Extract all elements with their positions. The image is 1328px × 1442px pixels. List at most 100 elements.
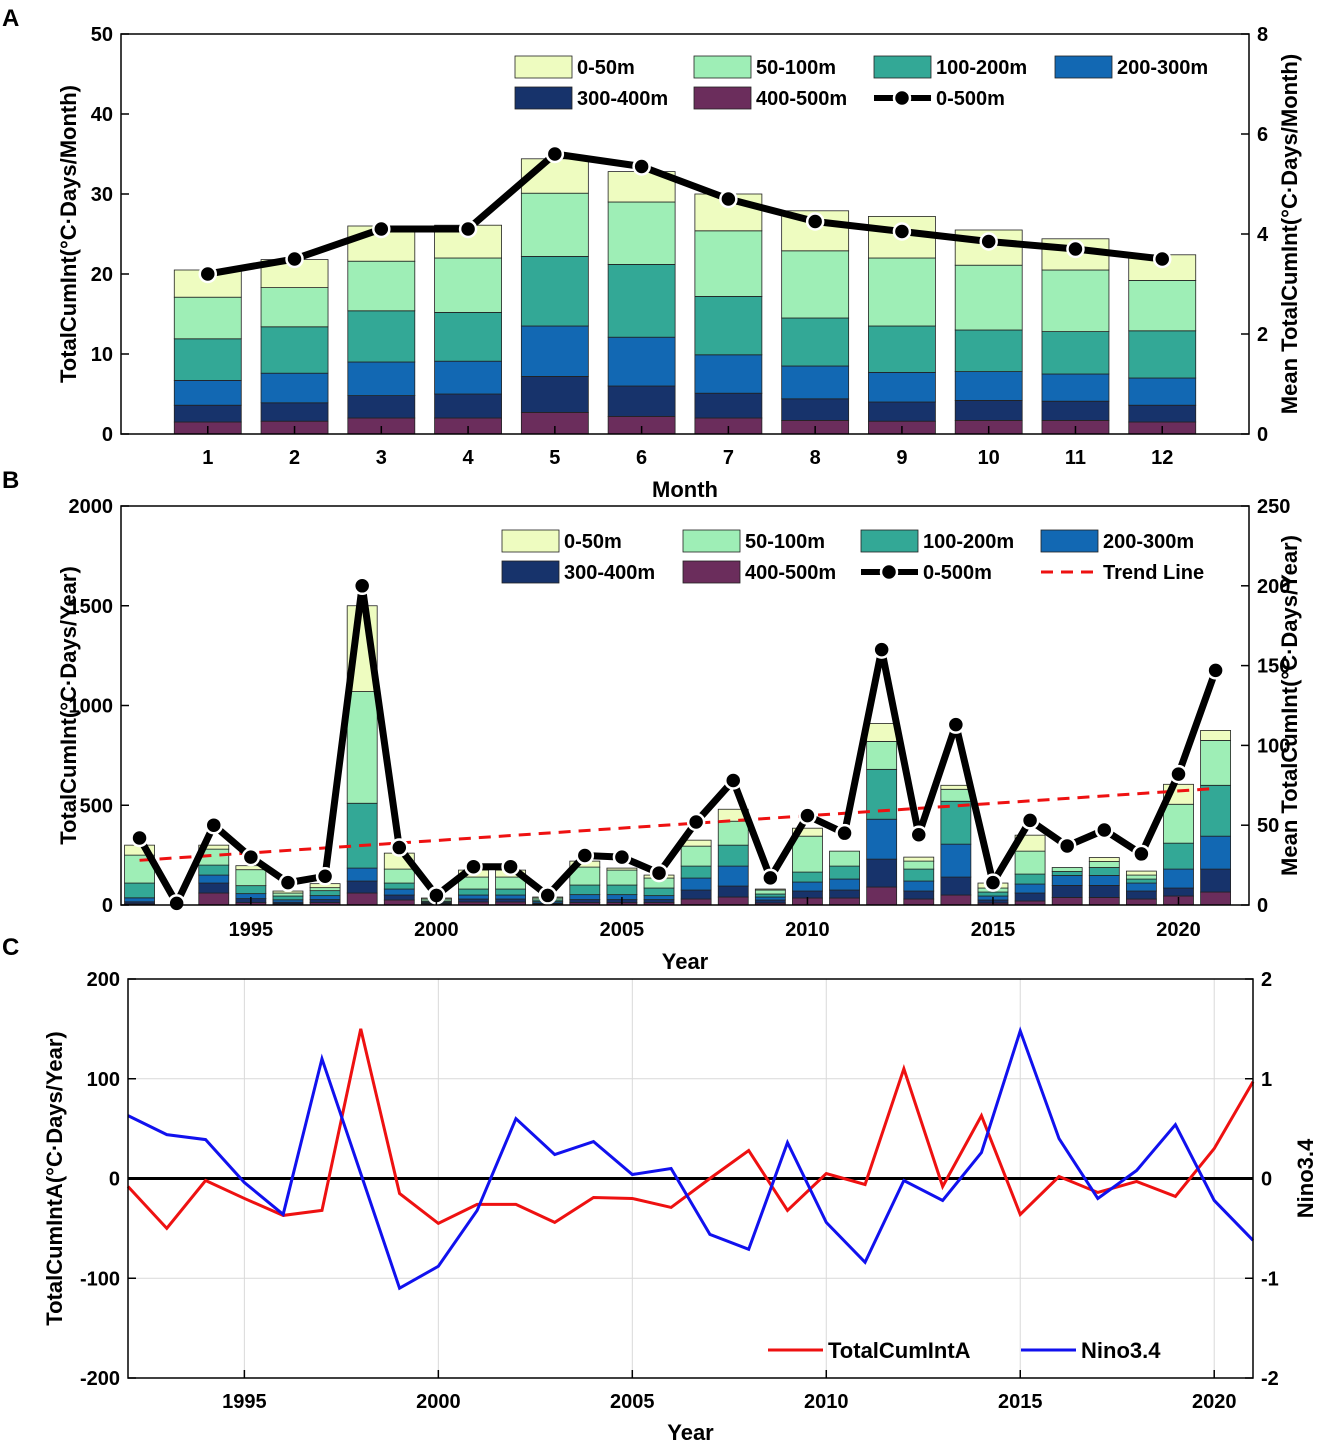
bar-200-300m-2012 bbox=[866, 818, 898, 860]
bar-50-100m-2016 bbox=[1014, 850, 1046, 875]
bar-300-400m-2019 bbox=[1125, 890, 1157, 900]
bar-100-200m-3 bbox=[347, 310, 416, 363]
bar-0-50m-2018 bbox=[1088, 857, 1120, 862]
legend-swatch bbox=[682, 529, 741, 553]
bar-50-100m-4 bbox=[434, 257, 502, 313]
bar-50-100m-1999 bbox=[383, 868, 415, 884]
tick-label-x: 9 bbox=[896, 447, 907, 469]
bar-200-300m-2007 bbox=[680, 877, 712, 891]
x-axis-title: Year bbox=[662, 949, 709, 974]
bar-50-100m-1997 bbox=[309, 887, 341, 892]
bar-300-400m-2011 bbox=[829, 889, 860, 899]
point-0-500m-1999 bbox=[390, 838, 409, 857]
y-axis-title-left: TotalCumIntA(°C·Days/Year) bbox=[42, 1031, 67, 1325]
line-0-500m bbox=[207, 150, 1163, 278]
point-0-500m-1994 bbox=[204, 815, 224, 835]
tick-label-x: 1995 bbox=[222, 1391, 267, 1413]
point-0-500m-2006 bbox=[649, 863, 669, 883]
bar-300-400m-2007 bbox=[680, 889, 712, 900]
tick-label-left: -100 bbox=[80, 1268, 120, 1290]
legend-item-300-400m: 300-400m bbox=[514, 86, 668, 110]
tick-label-x: 8 bbox=[810, 447, 821, 469]
legend-label: Nino3.4 bbox=[1081, 1338, 1161, 1363]
legend-label: 400-500m bbox=[745, 562, 836, 584]
bar-100-200m-7 bbox=[694, 295, 763, 356]
y-axis-title-right: Nino3.4 bbox=[1293, 1138, 1318, 1218]
tick-label-left: 30 bbox=[91, 184, 113, 206]
bar-300-400m-2012 bbox=[866, 858, 898, 888]
bar-50-100m-8 bbox=[781, 250, 850, 319]
bar-100-200m-2002 bbox=[495, 888, 527, 896]
bar-300-400m-7 bbox=[694, 392, 763, 419]
bar-50-100m-2018 bbox=[1088, 861, 1120, 868]
tick-label-right: 4 bbox=[1257, 224, 1269, 246]
tick-label-x: 4 bbox=[463, 447, 475, 469]
legend-swatch bbox=[1040, 529, 1099, 553]
tick-label-left: 0 bbox=[109, 1169, 120, 1191]
bar-300-400m-6 bbox=[607, 385, 676, 417]
legend-item-200-300m: 200-300m bbox=[1054, 55, 1208, 79]
point-0-500m-2002 bbox=[501, 857, 520, 876]
legend-item-nino3-4: Nino3.4 bbox=[1021, 1338, 1161, 1363]
bar-200-300m-2013 bbox=[903, 880, 935, 892]
bar-200-300m-11 bbox=[1041, 373, 1110, 402]
bar-300-400m-8 bbox=[781, 398, 850, 421]
panel-letter-c: C bbox=[2, 934, 19, 961]
legend-label: 100-200m bbox=[923, 531, 1014, 553]
bar-300-400m-1998 bbox=[346, 880, 378, 894]
legend-item-400-500m: 400-500m bbox=[693, 86, 847, 110]
legend-item-100-200m: 100-200m bbox=[860, 529, 1014, 553]
point-0-500m-2012 bbox=[872, 640, 891, 659]
bar-50-100m-12 bbox=[1128, 279, 1197, 332]
y-axis-title-left: TotalCumInt(°C·Days/Year) bbox=[56, 566, 81, 845]
bar-50-100m-11 bbox=[1041, 269, 1110, 332]
tick-label-left: 50 bbox=[91, 24, 113, 46]
bar-200-300m-2021 bbox=[1200, 835, 1232, 870]
bar-200-300m-2002 bbox=[495, 894, 527, 900]
point-0-500m-1995 bbox=[241, 847, 261, 867]
tick-label-right: 1 bbox=[1261, 1069, 1272, 1091]
legend-swatch bbox=[514, 55, 573, 79]
bar-300-400m-2002 bbox=[495, 898, 527, 903]
point-0-500m-6 bbox=[632, 157, 651, 176]
bar-300-400m-2017 bbox=[1051, 885, 1083, 898]
bar-200-300m-2020 bbox=[1163, 868, 1194, 889]
bar-100-200m-2010 bbox=[792, 871, 823, 883]
bar-50-100m-1996 bbox=[272, 892, 304, 897]
bar-50-100m-6 bbox=[607, 201, 676, 265]
point-0-500m-1998 bbox=[352, 576, 372, 596]
legend: 0-50m 50-100m 100-200m 200-300m 300-400m 400-… bbox=[501, 529, 1204, 584]
bar-300-400m-1994 bbox=[198, 882, 230, 894]
bar-400-500m-1998 bbox=[346, 892, 378, 906]
point-0-500m-1997 bbox=[315, 867, 335, 886]
point-0-500m-2021 bbox=[1206, 661, 1225, 680]
bar-100-200m-2004 bbox=[569, 884, 601, 896]
bar-0-50m-6 bbox=[607, 171, 676, 203]
bar-200-300m-1998 bbox=[346, 867, 378, 882]
legend-label: 50-100m bbox=[745, 531, 825, 553]
bar-100-200m-1998 bbox=[346, 802, 378, 869]
bar-200-300m-2017 bbox=[1051, 875, 1083, 886]
bar-300-400m-2010 bbox=[792, 890, 823, 899]
tick-label-x: 2005 bbox=[610, 1391, 655, 1413]
bar-100-200m-1995 bbox=[235, 885, 267, 895]
bar-200-300m-6 bbox=[607, 336, 676, 387]
legend-label: 0-500m bbox=[936, 88, 1005, 110]
bar-300-400m-2004 bbox=[569, 899, 601, 904]
bar-200-300m-2 bbox=[260, 372, 329, 404]
point-0-500m-7 bbox=[719, 189, 738, 209]
tick-label-x: 10 bbox=[978, 447, 1000, 469]
bar-0-50m-2014 bbox=[940, 784, 972, 790]
bar-50-100m-1998 bbox=[346, 691, 378, 804]
point-0-500m-2014 bbox=[946, 715, 966, 734]
point-0-500m-4 bbox=[458, 219, 478, 239]
bar-0-50m-2021 bbox=[1200, 730, 1232, 741]
bar-100-200m-2009 bbox=[754, 893, 786, 898]
bar-200-300m-2018 bbox=[1088, 875, 1120, 886]
point-0-500m-2001 bbox=[464, 857, 483, 876]
point-0-500m-2019 bbox=[1132, 844, 1151, 864]
bar-200-300m-1 bbox=[173, 379, 242, 406]
tick-label-x: 1 bbox=[202, 447, 213, 469]
